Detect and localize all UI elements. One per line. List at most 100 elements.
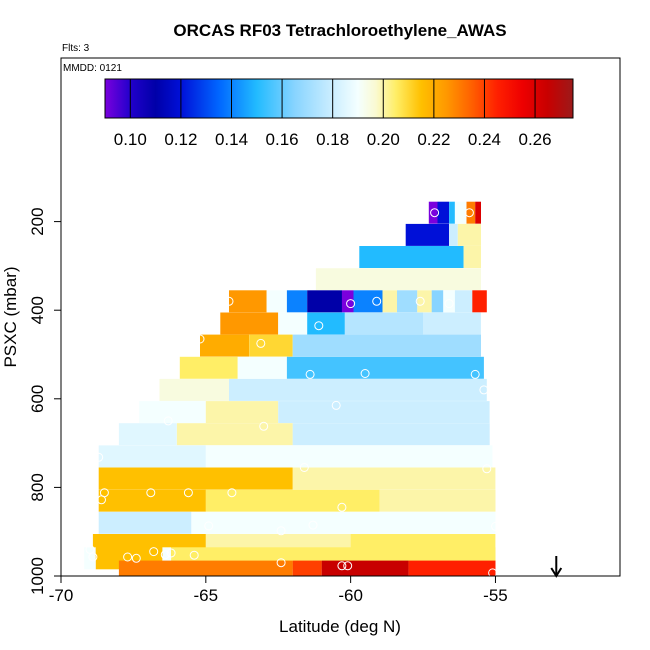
sample-marker [337, 502, 347, 512]
sample-marker [430, 208, 440, 218]
heatmap-cell [118, 560, 293, 576]
x-tick-label: -65 [194, 586, 219, 605]
heatmap-cell [200, 334, 250, 357]
sample-marker [85, 544, 95, 554]
heatmap-cell [220, 312, 279, 335]
heatmap-cell [237, 356, 287, 379]
sample-marker [256, 338, 266, 348]
heatmap-cell [437, 201, 450, 224]
heatmap-cell [382, 290, 397, 313]
heatmap-cell [321, 560, 409, 576]
y-axis: 200 400 600 800 1000 [28, 207, 61, 595]
heatmap-cell [229, 378, 487, 401]
sample-marker [166, 548, 176, 558]
heatmap-cell [292, 334, 481, 357]
heatmap-cell [266, 290, 287, 313]
heatmap-cell [475, 201, 481, 224]
heatmap-cell [344, 312, 423, 335]
sample-marker [149, 547, 159, 557]
heatmap-cell [466, 201, 476, 224]
heatmap-cell [292, 467, 496, 490]
heatmap-cell [159, 378, 229, 401]
plot-frame [60, 57, 621, 577]
sample-marker [305, 369, 315, 379]
sample-marker [189, 550, 199, 560]
y-axis-label: PSXC (mbar) [1, 266, 20, 367]
heatmap-cell [292, 423, 490, 446]
heatmap-cell [98, 445, 206, 468]
heatmap-cell [359, 246, 464, 268]
sample-marker [308, 520, 318, 530]
heatmap-cell [118, 423, 177, 446]
sample-marker [372, 296, 382, 306]
sample-marker [337, 561, 347, 571]
colorbar: 0.10 0.12 0.14 0.16 0.18 0.20 0.22 0.24 0.26 [104, 78, 574, 149]
sample-marker [346, 299, 356, 309]
colorbar-tick-label: 0.10 [114, 130, 147, 149]
x-tick-label: -55 [483, 586, 508, 605]
heatmap-cell [431, 290, 444, 313]
x-tick-label: -70 [49, 586, 74, 605]
heatmap-cell [286, 356, 484, 379]
flights-note: Flts: 3 [62, 43, 90, 54]
sample-marker [94, 452, 104, 462]
heatmap-cell [179, 356, 238, 379]
heatmap-cell [307, 290, 342, 313]
heatmap-cell [449, 201, 455, 224]
sample-marker [444, 299, 454, 309]
heatmap-cell [315, 268, 481, 291]
sample-marker [146, 488, 156, 498]
heatmap-cells [84, 201, 496, 576]
sample-marker [479, 385, 489, 395]
colorbar-tick-label: 0.22 [417, 130, 450, 149]
sample-marker [259, 421, 269, 431]
colorbar-gradient [104, 78, 574, 119]
sample-markers [85, 208, 500, 578]
sample-marker [227, 488, 237, 498]
sample-marker [360, 369, 370, 378]
heatmap-cell [84, 547, 96, 570]
y-tick-label: 600 [28, 385, 47, 413]
sample-marker [488, 568, 498, 578]
heatmap-cell [353, 290, 383, 313]
sample-marker [415, 296, 425, 306]
sample-marker [343, 561, 353, 571]
sample-marker [183, 488, 193, 498]
heatmap-cell [408, 560, 496, 576]
y-tick-label: 200 [28, 207, 47, 235]
sample-marker [470, 369, 480, 379]
sample-marker [299, 463, 309, 472]
x-axis-label: Latitude (deg N) [279, 617, 401, 636]
y-tick-label: 400 [28, 296, 47, 324]
heatmap-cell [205, 489, 380, 512]
heatmap-cell [397, 290, 418, 313]
x-axis: -70 -65 -60 -55 [49, 576, 508, 605]
heatmap-cell [454, 201, 467, 224]
heatmap-cell [457, 223, 481, 246]
sample-marker [464, 208, 474, 218]
colorbar-tick-label: 0.20 [367, 130, 400, 149]
colorbar-tick-label: 0.14 [215, 130, 248, 149]
heatmap-cell [472, 290, 487, 313]
heatmap-cell [191, 511, 496, 534]
heatmap-cell [139, 401, 206, 424]
sample-marker [97, 495, 106, 505]
sample-marker [131, 553, 141, 563]
sample-marker [204, 521, 214, 531]
sample-marker [314, 321, 324, 331]
heatmap-cell [205, 445, 493, 468]
sample-marker [276, 526, 286, 536]
heatmap-cell [379, 489, 496, 512]
heatmap-cell [443, 290, 455, 313]
heatmap-cell [176, 423, 293, 446]
x-tick-label: -60 [338, 586, 363, 605]
heatmap-cell [229, 290, 267, 313]
heatmap-cell [205, 401, 279, 424]
sample-marker [331, 400, 341, 410]
colorbar-tick-label: 0.26 [519, 130, 552, 149]
sample-marker [224, 296, 234, 306]
date-note: MMDD: 0121 [63, 63, 122, 74]
sample-marker [160, 550, 170, 560]
sample-marker [123, 552, 133, 562]
